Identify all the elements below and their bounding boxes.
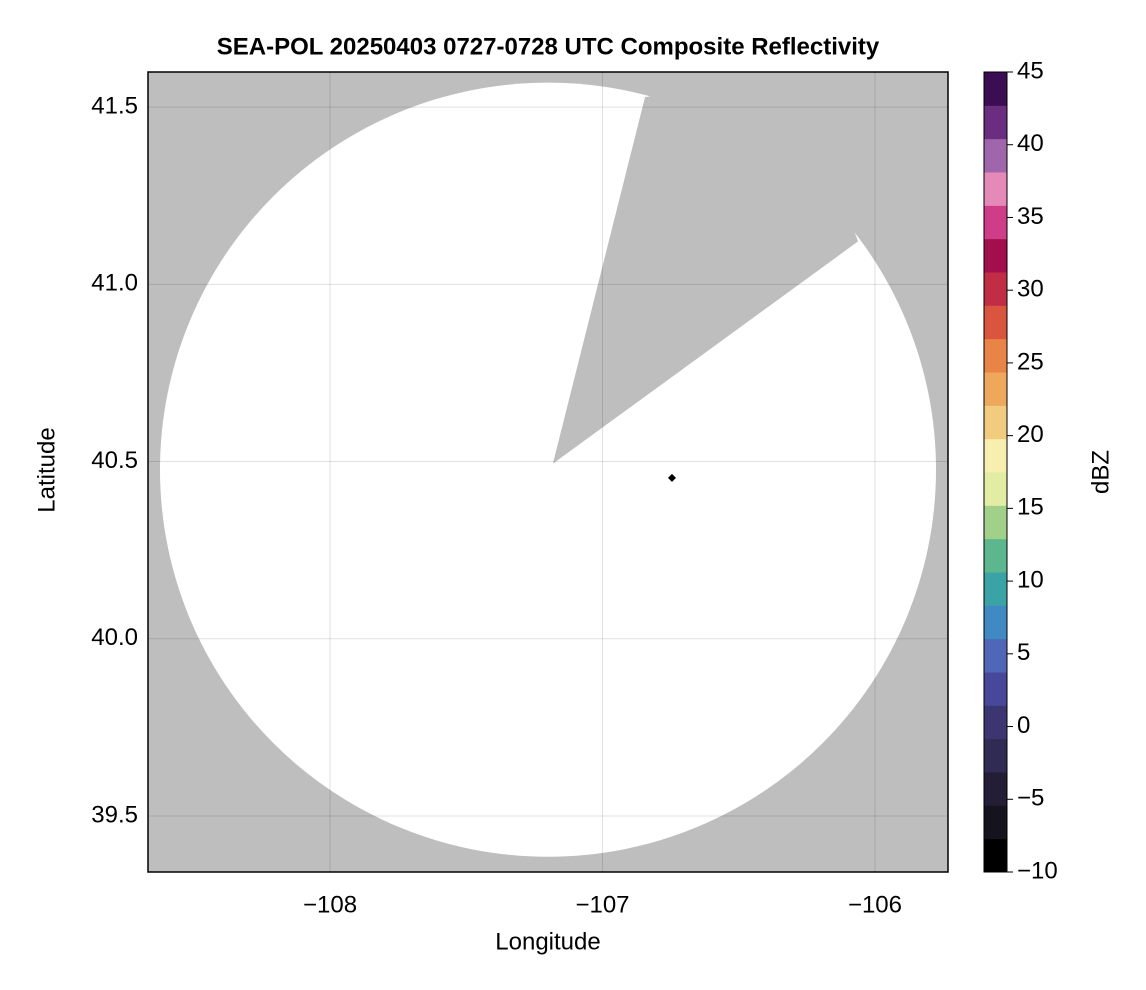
y-tick-label: 40.5 [91,447,138,474]
colorbar-cell [984,72,1007,106]
colorbar-cell [984,572,1007,606]
colorbar-cell [984,505,1007,540]
colorbar-cell [984,205,1007,240]
colorbar-cell [984,305,1007,340]
colorbar-cell [984,338,1007,373]
colorbar-cell [984,805,1007,840]
x-tick-label: −107 [575,891,629,918]
y-tick-label: 40.0 [91,624,138,651]
y-tick-label: 41.5 [91,92,138,119]
colorbar-cell [984,772,1007,806]
colorbar-cell [984,472,1007,506]
colorbar-cell [984,738,1007,773]
colorbar-cell [984,405,1007,440]
colorbar-cell [984,372,1007,406]
x-tick-label: −108 [303,891,357,918]
colorbar-cell [984,705,1007,740]
colorbar-cell [984,838,1007,873]
x-tick-label: −106 [848,891,902,918]
blanked-sector [552,72,859,464]
colorbar-frame [983,71,1008,873]
colorbar-tick-label: 45 [1017,57,1044,84]
chart-title: SEA-POL 20250403 0727-0728 UTC Composite… [217,33,880,60]
plot-area [148,72,948,872]
colorbar-tick-label: 5 [1017,639,1030,666]
plot-frame [147,71,949,873]
colorbar-cell [984,138,1007,173]
colorbar-label: dBZ [1087,450,1114,494]
colorbar-tick-label: −10 [1017,857,1058,884]
colorbar-cell [984,438,1007,473]
colorbar-tick-label: 25 [1017,348,1044,375]
colorbar-tick-label: 15 [1017,494,1044,521]
colorbar-cell [984,105,1007,140]
y-tick-label: 39.5 [91,801,138,828]
overlay: −108 −107 −106 39.5 40.0 40.5 41.0 41.5 −10 −5 0 5 1… [91,57,1057,918]
colorbar-tick-label: 40 [1017,130,1044,157]
x-axis-label: Longitude [495,928,600,955]
y-axis-label: Latitude [33,427,60,512]
colorbar-tick-label: 35 [1017,203,1044,230]
station-point [667,473,676,482]
colorbar-cell [984,272,1007,306]
colorbar-tick-label: 20 [1017,421,1044,448]
colorbar-tick-label: 0 [1017,712,1030,739]
y-tick-label: 41.0 [91,270,138,297]
colorbar-cell [984,238,1007,273]
colorbar-tick-label: −5 [1017,785,1044,812]
colorbar-cell [984,638,1007,673]
colorbar-tick-label: 10 [1017,566,1044,593]
colorbar-cell [984,538,1007,573]
colorbar-cell [984,672,1007,706]
colorbar-tick-label: 30 [1017,276,1044,303]
colorbar-cell [984,605,1007,640]
colorbar-cell [984,172,1007,206]
